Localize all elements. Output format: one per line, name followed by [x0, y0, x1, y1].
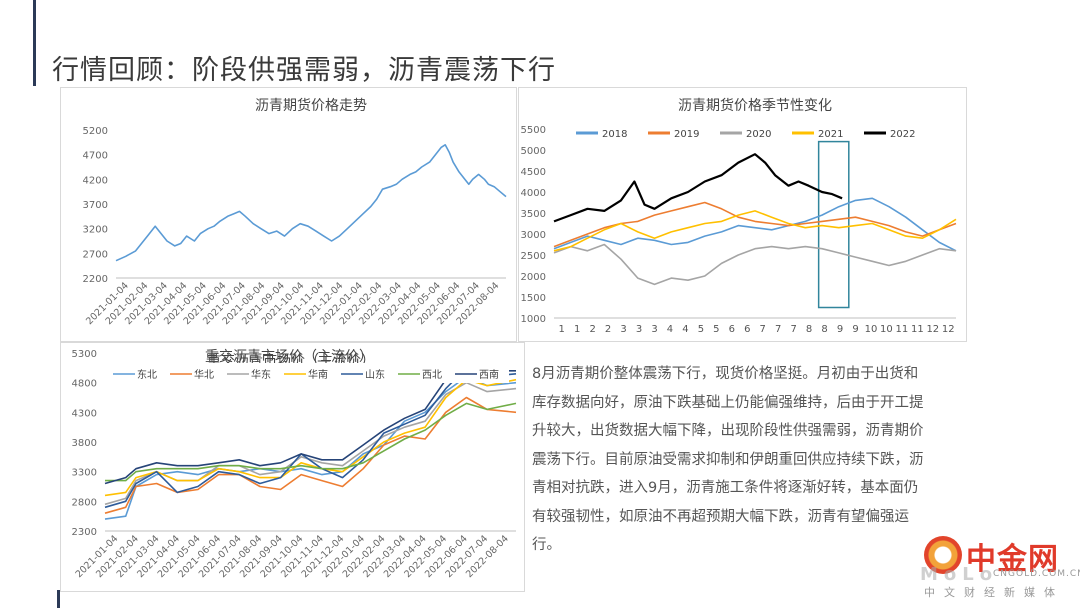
x-tick-label: 12 [926, 324, 939, 335]
y-tick-label: 3800 [72, 438, 97, 449]
logo-brand: 中金网 [966, 542, 1059, 577]
x-tick-label: 11 [896, 324, 909, 335]
y-tick-label: 4300 [72, 408, 97, 419]
x-tick-label: 11 [911, 324, 924, 335]
x-tick-label: 6 [729, 324, 735, 335]
legend-label: 东北 [137, 368, 157, 381]
y-tick-label: 5300 [72, 349, 97, 360]
legend-label: 华南 [308, 368, 328, 381]
futures-price-chart: 沥青期货价格走势22002700320037004200470052002021… [83, 97, 507, 327]
series-line [104, 381, 517, 506]
x-tick-label: 3 [636, 324, 642, 335]
logo-subtitle: 中文财经新媒体 [924, 586, 1064, 599]
series-line [553, 197, 957, 252]
x-tick-label: 9 [852, 324, 858, 335]
y-tick-label: 5500 [521, 125, 546, 136]
series-line [105, 402, 517, 482]
page-title: 行情回顾：阶段供强需弱，沥青震荡下行 [52, 55, 556, 86]
legend-background [109, 363, 509, 383]
chart-title: 重交沥青市场价（主流价） [205, 348, 373, 365]
x-tick-label: 6 [744, 324, 750, 335]
legend-label: 华北 [194, 368, 214, 381]
x-tick-label: 7 [760, 324, 766, 335]
chart-title: 沥青期货价格走势 [255, 97, 367, 114]
chart-title: 沥青期货价格季节性变化 [678, 97, 832, 114]
y-tick-label: 2700 [83, 249, 108, 260]
x-tick-label: 4 [682, 324, 688, 335]
series-line [553, 201, 957, 248]
series-line [553, 210, 957, 252]
x-tick-label: 8 [821, 324, 827, 335]
x-tick-label: 10 [865, 324, 878, 335]
y-tick-label: 3200 [83, 225, 108, 236]
series-line [115, 143, 507, 262]
y-tick-label: 1500 [521, 293, 546, 304]
series-line [104, 364, 516, 485]
market-review-text: 8月沥青期价整体震荡下行，现货价格坚挺。月初由于出货和库存数据向好，原油下跌基础… [532, 366, 924, 553]
legend-label: 2020 [746, 129, 771, 140]
x-tick-label: 3 [620, 324, 626, 335]
futures-chart-panel: 沥青期货价格走势 2200 2700 3200 3700 4200 4700 5200 2021… [60, 87, 517, 342]
series-line [553, 243, 957, 286]
x-tick-label: 1 [574, 324, 580, 335]
y-tick-label: 2300 [72, 527, 97, 538]
x-tick-label: 5 [698, 324, 704, 335]
highlight-box [817, 140, 850, 309]
logo-emblem-icon [924, 536, 962, 574]
seasonal-price-chart: 沥青期货价格季节性变化 1000 1500 2000 2500 3000 3500 4000 4… [521, 97, 957, 335]
y-tick-label: 3700 [83, 200, 108, 211]
y-tick-label: 5200 [83, 126, 108, 137]
y-tick-label: 5000 [521, 146, 546, 157]
y-tick-label: 4200 [83, 175, 108, 186]
x-tick-label: 2 [589, 324, 595, 335]
legend-label: 2021 [818, 129, 843, 140]
y-tick-label: 3500 [521, 209, 546, 220]
x-tick-label: 3 [651, 324, 657, 335]
y-tick-label: 3300 [72, 468, 97, 479]
legend-label: 2018 [602, 129, 627, 140]
y-tick-label: 2800 [72, 497, 97, 508]
cngold-logo: 中金网 MoLo CNGOLD.COM.CN 中文财经新媒体 [918, 528, 1080, 606]
x-tick-label: 8 [806, 324, 812, 335]
y-tick-label: 4500 [521, 167, 546, 178]
x-tick-label: 7 [790, 324, 796, 335]
legend-label: 西北 [422, 369, 442, 381]
seasonal-chart-panel: 沥青期货价格季节性变化 1000 1500 2000 2500 3000 3500 4000 4… [518, 87, 967, 342]
logo-watermark: MoLo [920, 564, 999, 585]
spot-price-chart: 重交沥青市场价（主流价） 2300 2800 3300 3800 4300 4800 5300… [72, 348, 517, 580]
x-tick-label: 1 [559, 324, 565, 335]
legend-label: 西南 [479, 368, 499, 381]
x-tick-label: 10 [880, 324, 893, 335]
y-tick-label: 4000 [521, 188, 546, 199]
legend-label: 山东 [365, 368, 385, 381]
legend-label: 华东 [251, 368, 271, 381]
bottom-accent-bar [57, 590, 60, 608]
x-tick-label: 5 [713, 324, 719, 335]
series-line [104, 396, 517, 514]
x-tick-label: 7 [775, 324, 781, 335]
series-line [553, 153, 843, 223]
legend-label: 2022 [890, 129, 915, 140]
series-line [104, 375, 517, 520]
x-tick-label: 12 [942, 324, 955, 335]
y-tick-label: 1000 [521, 314, 546, 325]
spot-chart-panel: 重交沥青市场价（主流价） 2300 2800 3300 3800 4300 4800 5300… [60, 342, 525, 592]
y-tick-label: 2200 [83, 274, 108, 285]
series-line [104, 378, 517, 497]
x-tick-label: 4 [667, 324, 673, 335]
x-tick-label: 9 [837, 324, 843, 335]
x-tick-label: 2 [605, 324, 611, 335]
y-tick-label: 4800 [72, 379, 97, 390]
legend-label: 2019 [674, 129, 699, 140]
y-tick-label: 2000 [521, 272, 546, 283]
y-tick-label: 3000 [521, 230, 546, 241]
title-accent-bar [33, 0, 36, 86]
y-tick-label: 4700 [83, 151, 108, 162]
logo-domain: CNGOLD.COM.CN [993, 569, 1080, 579]
y-tick-label: 2500 [521, 251, 546, 262]
